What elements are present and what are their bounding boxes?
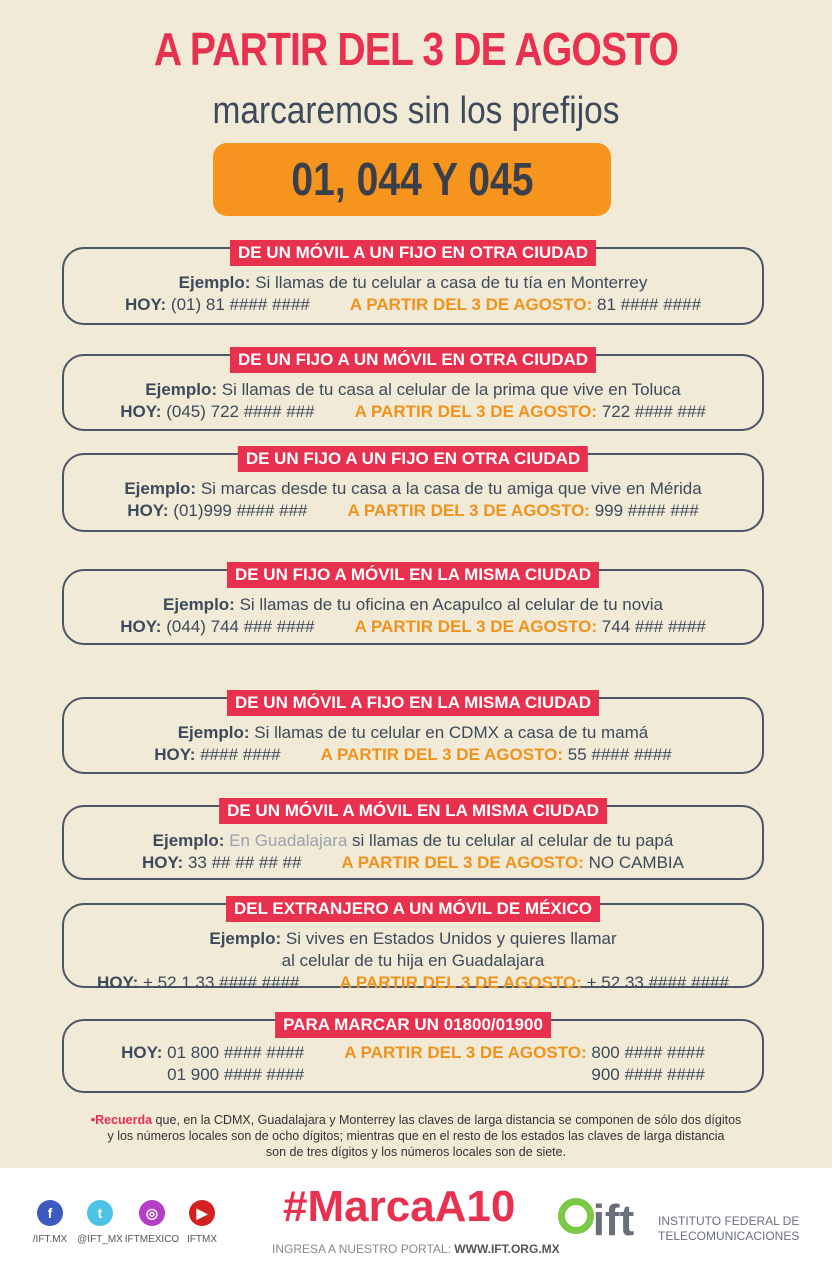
new-number: 744 ### ####	[601, 617, 706, 636]
dial-line: HOY: (01) 81 #### #### A PARTIR DEL 3 DE …	[124, 295, 702, 314]
dialing-card: DE UN FIJO A UN FIJO EN OTRA CIUDAD Ejemp…	[62, 446, 764, 532]
card-tag: DEL EXTRANJERO A UN MÓVIL DE MÉXICO	[226, 896, 600, 922]
social-link[interactable]: ▶ IFTMX	[172, 1200, 232, 1245]
dial-line: HOY: + 52 1 33 #### #### A PARTIR DEL 3 D…	[97, 973, 729, 992]
dialing-card: PARA MARCAR UN 01800/01900 HOY: 01 800 ##…	[62, 1012, 764, 1093]
dial-line-2: HOY: 01 900 #### ####A PARTIR DEL 3 DE A…	[167, 1065, 705, 1084]
card-tag: DE UN MÓVIL A MÓVIL EN LA MISMA CIUDAD	[219, 798, 607, 824]
card-tag: DE UN MÓVIL A UN FIJO EN OTRA CIUDAD	[229, 240, 597, 266]
portal-text: INGRESA A NUESTRO PORTAL: WWW.IFT.ORG.MX	[272, 1242, 560, 1256]
today-number: (044) 744 ### ####	[166, 617, 315, 636]
today-number: #### ####	[200, 745, 281, 764]
social-link[interactable]: t @IFT_MX	[70, 1200, 130, 1245]
dial-line: HOY: 01 800 #### #### A PARTIR DEL 3 DE A…	[121, 1043, 705, 1062]
today-number: + 52 1 33 #### ####	[143, 973, 300, 992]
ift-logo: ift	[592, 1196, 635, 1245]
prefixes-banner: 01, 044 Y 045	[213, 143, 611, 216]
new-number: 722 #### ###	[601, 402, 706, 421]
reminder-note: •Recuerda que, en la CDMX, Guadalajara y…	[90, 1113, 742, 1159]
card-tag: DE UN MÓVIL A FIJO EN LA MISMA CIUDAD	[226, 690, 600, 716]
dialing-card: DE UN FIJO A UN MÓVIL EN OTRA CIUDAD Ejem…	[62, 347, 764, 431]
new-number: 999 #### ###	[594, 501, 699, 520]
today-number: (045) 722 #### ###	[166, 402, 315, 421]
youtube-icon: ▶	[189, 1200, 215, 1226]
social-link[interactable]: f/IFT.MX	[20, 1200, 80, 1245]
today-number: (01) 81 #### ####	[170, 295, 310, 314]
headline: A PARTIR DEL 3 DE AGOSTO	[153, 23, 679, 75]
new-number: 800 #### ####	[591, 1043, 705, 1062]
example-line: Ejemplo: Si llamas de tu celular en CDMX…	[177, 723, 649, 742]
card-tag: DE UN FIJO A UN FIJO EN OTRA CIUDAD	[237, 446, 589, 472]
dial-line: HOY: (045) 722 #### ### A PARTIR DEL 3 DE…	[120, 402, 706, 421]
card-tag: DE UN FIJO A MÓVIL EN LA MISMA CIUDAD	[226, 562, 600, 588]
example-line-2: al celular de tu hija en Guadalajara	[281, 951, 545, 970]
example-line: Ejemplo: Si llamas de tu casa al celular…	[145, 380, 681, 399]
today-number: 33 ## ## ## ##	[187, 853, 302, 872]
twitter-icon: t	[87, 1200, 113, 1226]
example-line: Ejemplo: Si llamas de tu oficina en Acap…	[163, 595, 663, 614]
dialing-card: DE UN MÓVIL A UN FIJO EN OTRA CIUDAD Ejem…	[62, 240, 764, 325]
today-number: 01 800 #### ####	[167, 1043, 305, 1062]
ift-logo-icon	[558, 1198, 594, 1234]
example-line: Ejemplo: Si llamas de tu celular a casa …	[178, 273, 648, 292]
new-number: + 52 33 #### ####	[586, 973, 729, 992]
dial-line: HOY: (044) 744 ### #### A PARTIR DEL 3 DE…	[120, 617, 706, 636]
dialing-card: DE UN MÓVIL A MÓVIL EN LA MISMA CIUDAD Ej…	[62, 798, 764, 880]
example-line: Ejemplo: Si vives en Estados Unidos y qu…	[209, 929, 617, 948]
footer: f/IFT.MX t @IFT_MX ◎ IFTMEXICO ▶ IFTMX #MarcaA…	[0, 1168, 832, 1280]
dial-line: HOY: 33 ## ## ## ## A PARTIR DEL 3 DE AGO…	[141, 853, 684, 872]
hashtag: #MarcaA10	[283, 1182, 516, 1231]
instagram-icon: ◎	[139, 1200, 165, 1226]
dialing-card: DE UN FIJO A MÓVIL EN LA MISMA CIUDAD Eje…	[62, 562, 764, 645]
today-number: (01)999 #### ###	[173, 501, 308, 520]
new-number: 81 #### ####	[597, 295, 702, 314]
subheadline: marcaremos sin los prefijos	[212, 90, 620, 132]
card-tag: PARA MARCAR UN 01800/01900	[275, 1012, 551, 1038]
dial-line: HOY: (01)999 #### ### A PARTIR DEL 3 DE A…	[127, 501, 699, 520]
new-number: NO CAMBIA	[588, 853, 684, 872]
example-line: Ejemplo: En Guadalajara si llamas de tu …	[152, 831, 674, 850]
card-tag: DE UN FIJO A UN MÓVIL EN OTRA CIUDAD	[229, 347, 597, 373]
portal-link[interactable]: WWW.IFT.ORG.MX	[454, 1242, 560, 1256]
org-name: INSTITUTO FEDERAL DE TELECOMUNICACIONES	[658, 1214, 800, 1243]
dialing-card: DEL EXTRANJERO A UN MÓVIL DE MÉXICO Ejemp…	[62, 896, 764, 992]
example-line: Ejemplo: Si marcas desde tu casa a la ca…	[124, 479, 702, 498]
dial-line: HOY: #### #### A PARTIR DEL 3 DE AGOSTO: …	[154, 745, 672, 764]
dialing-card: DE UN MÓVIL A FIJO EN LA MISMA CIUDAD Eje…	[62, 690, 764, 774]
social-link[interactable]: ◎ IFTMEXICO	[122, 1200, 182, 1245]
facebook-icon: f	[37, 1200, 63, 1226]
new-number: 55 #### ####	[567, 745, 672, 764]
